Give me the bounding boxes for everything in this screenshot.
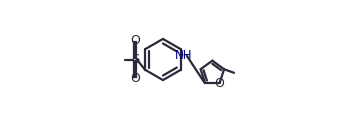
Text: O: O xyxy=(130,72,140,85)
Text: S: S xyxy=(131,53,139,66)
Text: NH: NH xyxy=(175,49,193,62)
Text: O: O xyxy=(215,77,225,89)
Text: O: O xyxy=(130,34,140,47)
